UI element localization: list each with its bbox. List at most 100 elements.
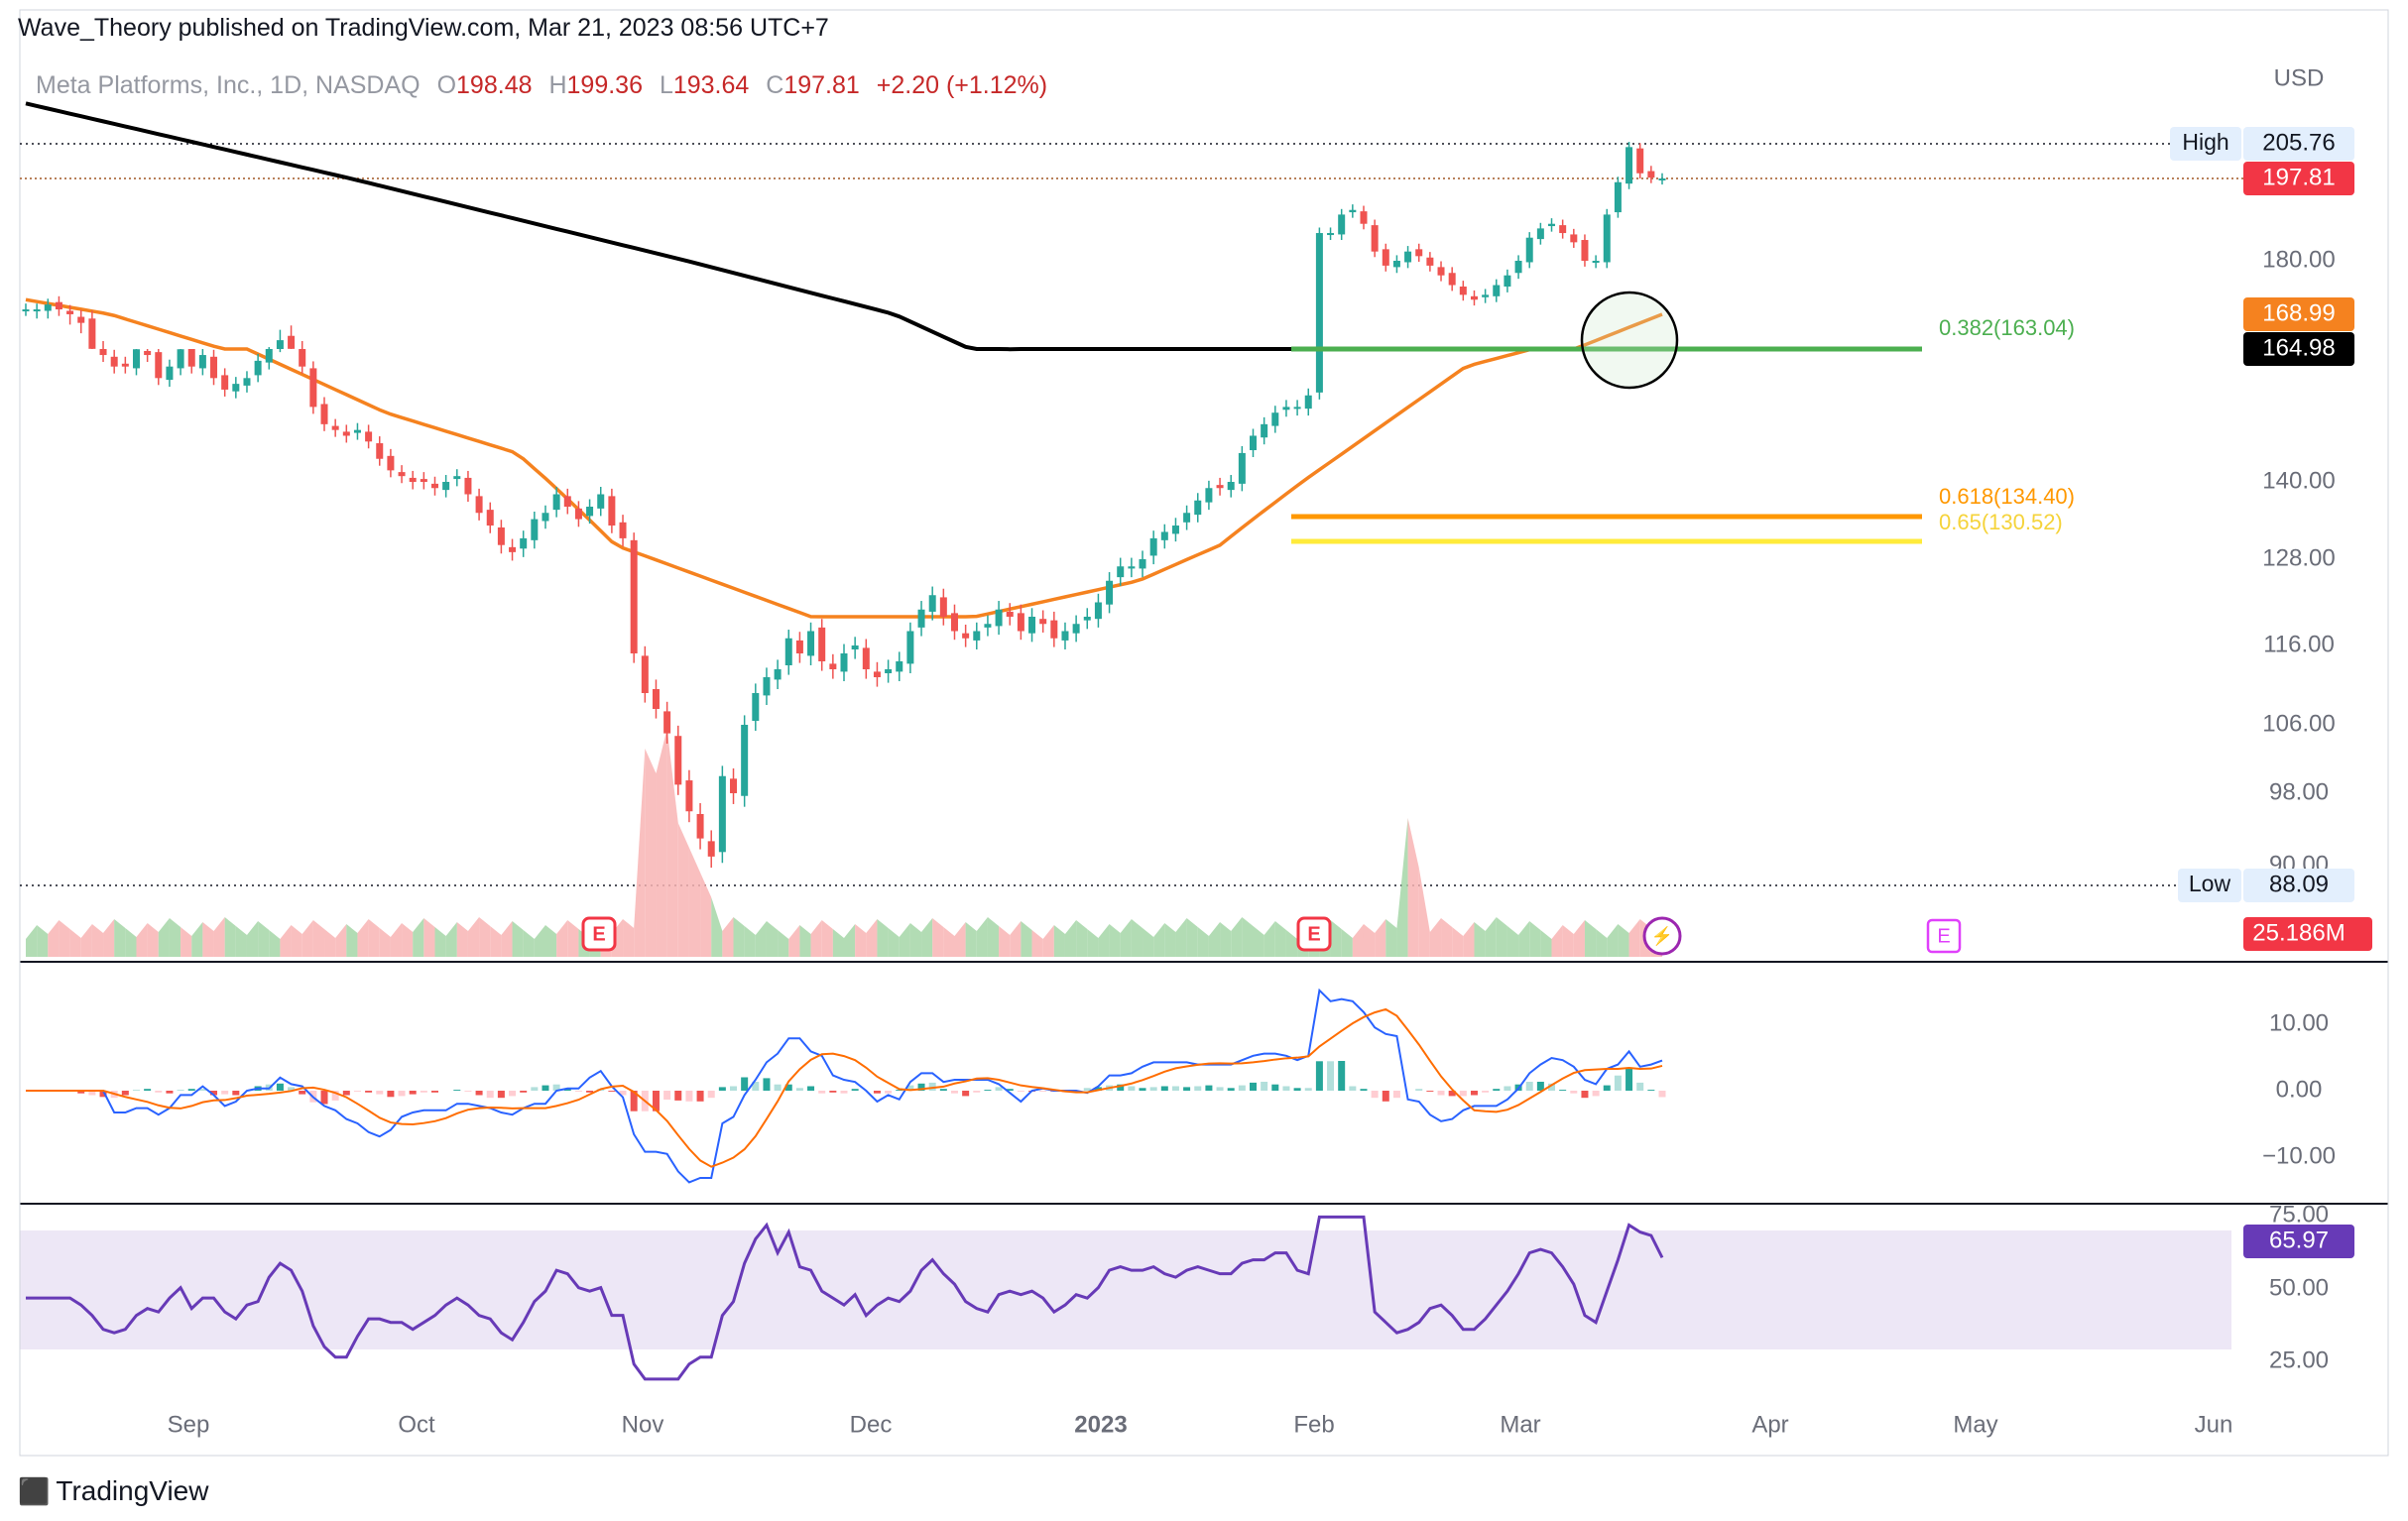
candle-body bbox=[707, 841, 715, 857]
volume-area-segment bbox=[1087, 929, 1099, 957]
volume-area-segment bbox=[147, 923, 159, 957]
tradingview-brand[interactable]: ⬛ TradingView bbox=[18, 1475, 208, 1507]
macd-histogram-bar bbox=[1581, 1091, 1589, 1099]
candle-body bbox=[243, 378, 251, 386]
volume-area-segment bbox=[1518, 921, 1530, 957]
macd-histogram-bar bbox=[198, 1089, 206, 1091]
candle-body bbox=[840, 653, 848, 672]
macd-histogram-bar bbox=[531, 1087, 539, 1091]
candle-body bbox=[1094, 602, 1102, 620]
earnings-marker-oct bbox=[581, 916, 617, 952]
volume-area-segment bbox=[258, 921, 270, 957]
candle-body bbox=[1006, 611, 1014, 617]
volume-area-segment bbox=[224, 917, 236, 957]
macd-histogram-bar bbox=[851, 1089, 859, 1091]
candle-body bbox=[685, 780, 693, 812]
candle-body bbox=[619, 522, 627, 538]
volume-area-segment bbox=[301, 920, 313, 957]
candle-body bbox=[431, 483, 438, 489]
candle-body bbox=[121, 363, 129, 367]
volume-area-segment bbox=[390, 923, 403, 957]
macd-histogram-bar bbox=[1371, 1091, 1379, 1099]
macd-histogram-bar bbox=[1392, 1091, 1400, 1099]
macd-histogram-bar bbox=[663, 1091, 671, 1100]
candle-body bbox=[66, 310, 74, 314]
candle-body bbox=[597, 494, 605, 509]
candle-body bbox=[198, 355, 206, 369]
open-value: 198.48 bbox=[456, 71, 533, 99]
macd-histogram-bar bbox=[1250, 1082, 1257, 1091]
volume-area-segment bbox=[181, 927, 192, 957]
candle-body bbox=[973, 631, 981, 641]
candle-body bbox=[1327, 233, 1335, 236]
candle-body bbox=[1459, 286, 1467, 295]
macd-histogram-bar bbox=[984, 1090, 992, 1091]
volume-area-segment bbox=[1197, 927, 1209, 957]
volume-area-segment bbox=[402, 923, 414, 957]
candle-body bbox=[1559, 225, 1567, 234]
volume-area-segment bbox=[832, 929, 844, 957]
macd-histogram-bar bbox=[1338, 1061, 1346, 1091]
volume-area-segment bbox=[1529, 921, 1541, 957]
candle-body bbox=[1106, 580, 1114, 605]
candle-body bbox=[1261, 423, 1268, 438]
candle-body bbox=[88, 318, 96, 349]
macd-histogram-bar bbox=[121, 1091, 129, 1096]
macd-histogram-bar bbox=[1194, 1086, 1202, 1091]
macd-histogram-bar bbox=[1171, 1086, 1179, 1091]
candle-body bbox=[1581, 240, 1589, 261]
low-label-text: Low bbox=[2189, 871, 2231, 896]
macd-histogram-bar bbox=[1559, 1090, 1567, 1091]
candle-body bbox=[663, 711, 671, 734]
volume-area-segment bbox=[810, 920, 822, 957]
macd-histogram-bar bbox=[1493, 1089, 1501, 1091]
candle-body bbox=[342, 431, 350, 436]
ma50-tag-text: 168.99 bbox=[2262, 299, 2335, 326]
volume-area-segment bbox=[1452, 927, 1464, 957]
macd-histogram-bar bbox=[718, 1087, 726, 1091]
candle-body bbox=[574, 508, 582, 520]
candle-body bbox=[563, 496, 571, 507]
fib-label-065: 0.65(130.52) bbox=[1939, 510, 2063, 534]
macd-histogram-bar bbox=[630, 1091, 638, 1112]
candle-body bbox=[1315, 233, 1323, 393]
macd-axis-tick: 10.00 bbox=[2269, 1009, 2329, 1036]
macd-histogram-bar bbox=[730, 1086, 738, 1091]
price-axis-tick: 116.00 bbox=[2263, 631, 2335, 657]
candle-body bbox=[387, 455, 395, 471]
candle-body bbox=[1404, 251, 1412, 263]
macd-histogram-bar bbox=[1448, 1091, 1456, 1097]
macd-histogram-bar bbox=[1536, 1082, 1544, 1091]
macd-histogram-bar bbox=[885, 1091, 893, 1094]
candle-body bbox=[807, 631, 815, 656]
volume-area-segment bbox=[37, 925, 49, 957]
chart-frame bbox=[19, 9, 2389, 1457]
candle-body bbox=[442, 482, 450, 491]
volume-area-segment bbox=[1131, 919, 1144, 957]
candle-body bbox=[1061, 631, 1069, 641]
macd-histogram-bar bbox=[1437, 1091, 1445, 1096]
macd-histogram-bar bbox=[376, 1091, 384, 1095]
time-axis-tick: Sep bbox=[168, 1411, 210, 1438]
macd-histogram-bar bbox=[353, 1091, 361, 1092]
candle-body bbox=[177, 349, 184, 369]
candle-body bbox=[254, 360, 262, 376]
volume-area-segment bbox=[246, 921, 259, 957]
last-price-tag bbox=[2243, 162, 2354, 195]
macd-histogram-bar bbox=[1327, 1061, 1335, 1091]
earnings-marker-feb bbox=[1296, 916, 1332, 952]
volume-area-segment bbox=[987, 917, 1000, 957]
macd-histogram-bar bbox=[784, 1084, 792, 1091]
macd-histogram-bar bbox=[1315, 1061, 1323, 1091]
dividend-lightning-icon bbox=[1642, 916, 1682, 956]
volume-area-segment bbox=[1396, 818, 1408, 957]
macd-histogram-bar bbox=[1160, 1086, 1168, 1091]
candle-body bbox=[1183, 513, 1191, 523]
volume-area-segment bbox=[346, 924, 358, 957]
macd-histogram-bar bbox=[774, 1084, 782, 1091]
candle-body bbox=[398, 472, 406, 477]
candle-body bbox=[353, 429, 361, 433]
volume-area-segment bbox=[921, 918, 933, 957]
candle-body bbox=[917, 609, 925, 628]
